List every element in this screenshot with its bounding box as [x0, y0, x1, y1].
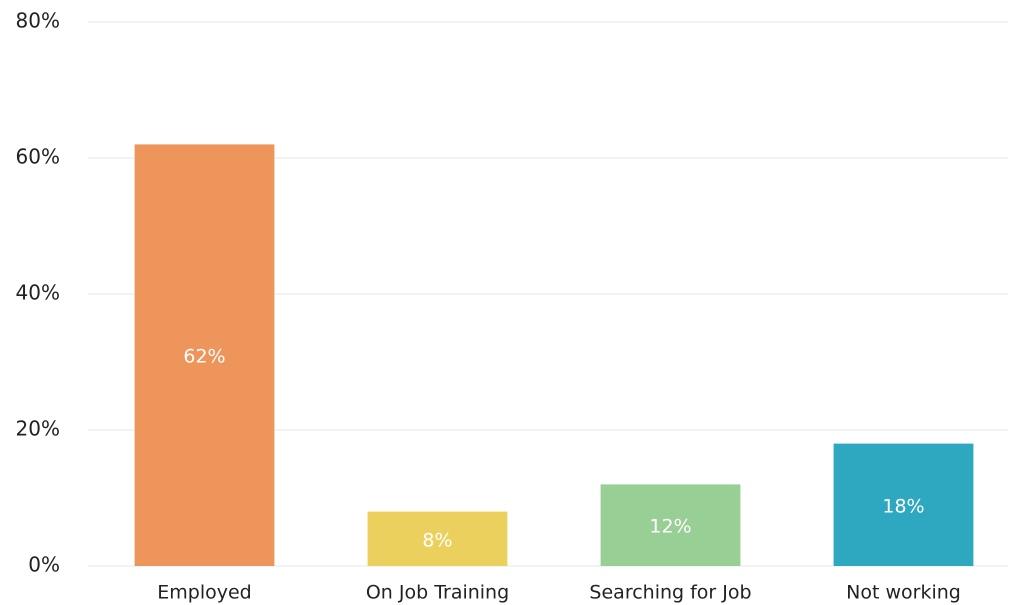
bar — [833, 443, 974, 566]
y-tick-label: 60% — [16, 145, 60, 169]
value-label: 8% — [422, 529, 452, 551]
y-tick-label: 20% — [16, 417, 60, 441]
y-tick-label: 40% — [16, 281, 60, 305]
bar — [367, 511, 508, 566]
x-tick-label: Searching for Job — [589, 582, 751, 604]
y-tick-label: 80% — [16, 9, 60, 33]
x-tick-label: Employed — [157, 582, 251, 604]
x-tick-label: Not working — [846, 582, 961, 604]
bar — [134, 144, 275, 566]
value-label: 62% — [183, 346, 225, 368]
bar — [600, 484, 741, 566]
value-label: 18% — [882, 495, 924, 517]
y-tick-label: 0% — [28, 553, 60, 577]
x-tick-label: On Job Training — [366, 582, 509, 604]
value-label: 12% — [649, 516, 691, 538]
